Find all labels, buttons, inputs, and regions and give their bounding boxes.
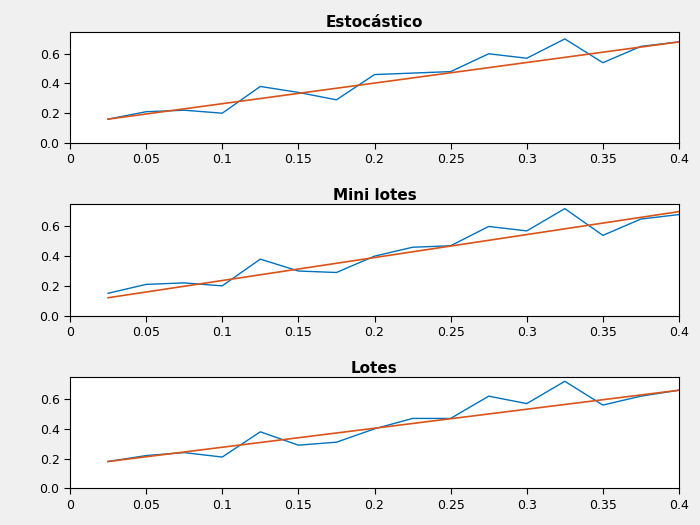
Title: Estocástico: Estocástico	[326, 15, 424, 30]
Title: Lotes: Lotes	[351, 361, 398, 376]
Title: Mini lotes: Mini lotes	[332, 188, 416, 203]
